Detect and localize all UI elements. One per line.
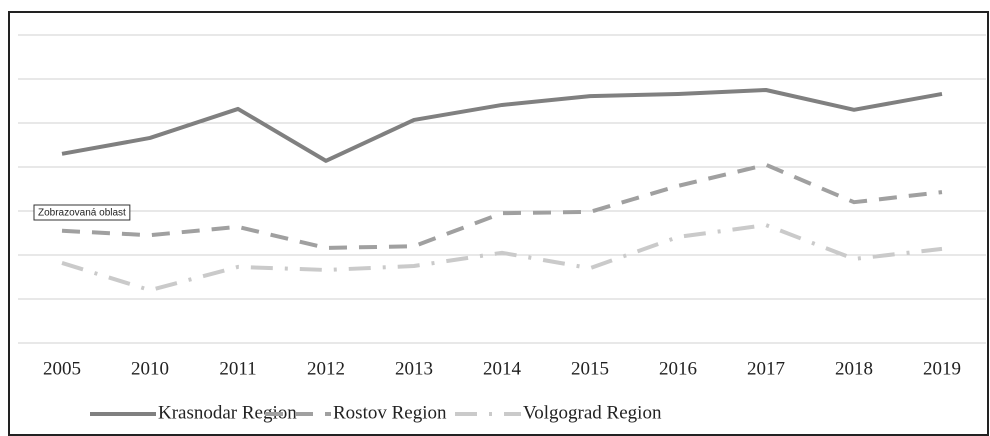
x-tick-label: 2014 <box>483 358 522 379</box>
chart-frame <box>8 11 989 436</box>
legend-label: Krasnodar Region <box>158 402 297 423</box>
x-tick-label: 2013 <box>395 358 433 379</box>
x-tick-label: 2010 <box>131 358 169 379</box>
legend-label: Rostov Region <box>333 402 447 423</box>
line-series <box>61 223 943 293</box>
x-tick-label: 2019 <box>923 358 961 379</box>
x-tick-label: 2017 <box>747 358 785 379</box>
annotation: Zobrazovaná oblast <box>38 208 126 219</box>
line-series <box>61 162 943 250</box>
x-tick-label: 2011 <box>219 358 256 379</box>
x-tick-label: 2018 <box>835 358 873 379</box>
x-tick-label: 2016 <box>659 358 697 379</box>
legend-label: Volgograd Region <box>523 402 662 423</box>
x-tick-label: 2012 <box>307 358 345 379</box>
line-series <box>61 88 943 163</box>
x-tick-label: 2015 <box>571 358 609 379</box>
x-tick-label: 2005 <box>43 358 81 379</box>
annotation-box <box>33 204 131 221</box>
